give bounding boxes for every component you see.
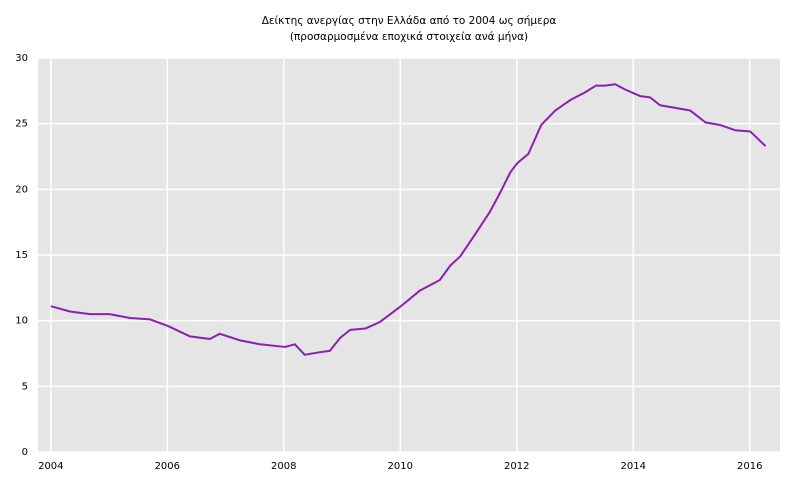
data-line xyxy=(50,83,767,356)
x-tick-label: 2014 xyxy=(621,461,646,472)
x-tick-label: 2004 xyxy=(38,461,63,472)
y-tick-label: 20 xyxy=(15,184,28,195)
x-tick-label: 2012 xyxy=(504,461,529,472)
y-tick-label: 30 xyxy=(15,53,28,64)
x-tick-label: 2006 xyxy=(155,461,180,472)
x-tick-label: 2010 xyxy=(388,461,413,472)
x-tick-label: 2016 xyxy=(737,461,762,472)
y-tick-label: 0 xyxy=(22,447,28,458)
x-tick-label: 2008 xyxy=(271,461,296,472)
chart-subtitle: (προσαρμοσμένα εποχικά στοιχεία ανά μήνα… xyxy=(290,31,528,43)
y-tick-label: 25 xyxy=(15,119,28,130)
chart-title: Δείκτης ανεργίας στην Ελλάδα από το 2004… xyxy=(262,15,557,27)
y-tick-label: 5 xyxy=(22,381,28,392)
y-tick-label: 15 xyxy=(15,250,28,261)
y-tick-label: 10 xyxy=(15,316,28,327)
